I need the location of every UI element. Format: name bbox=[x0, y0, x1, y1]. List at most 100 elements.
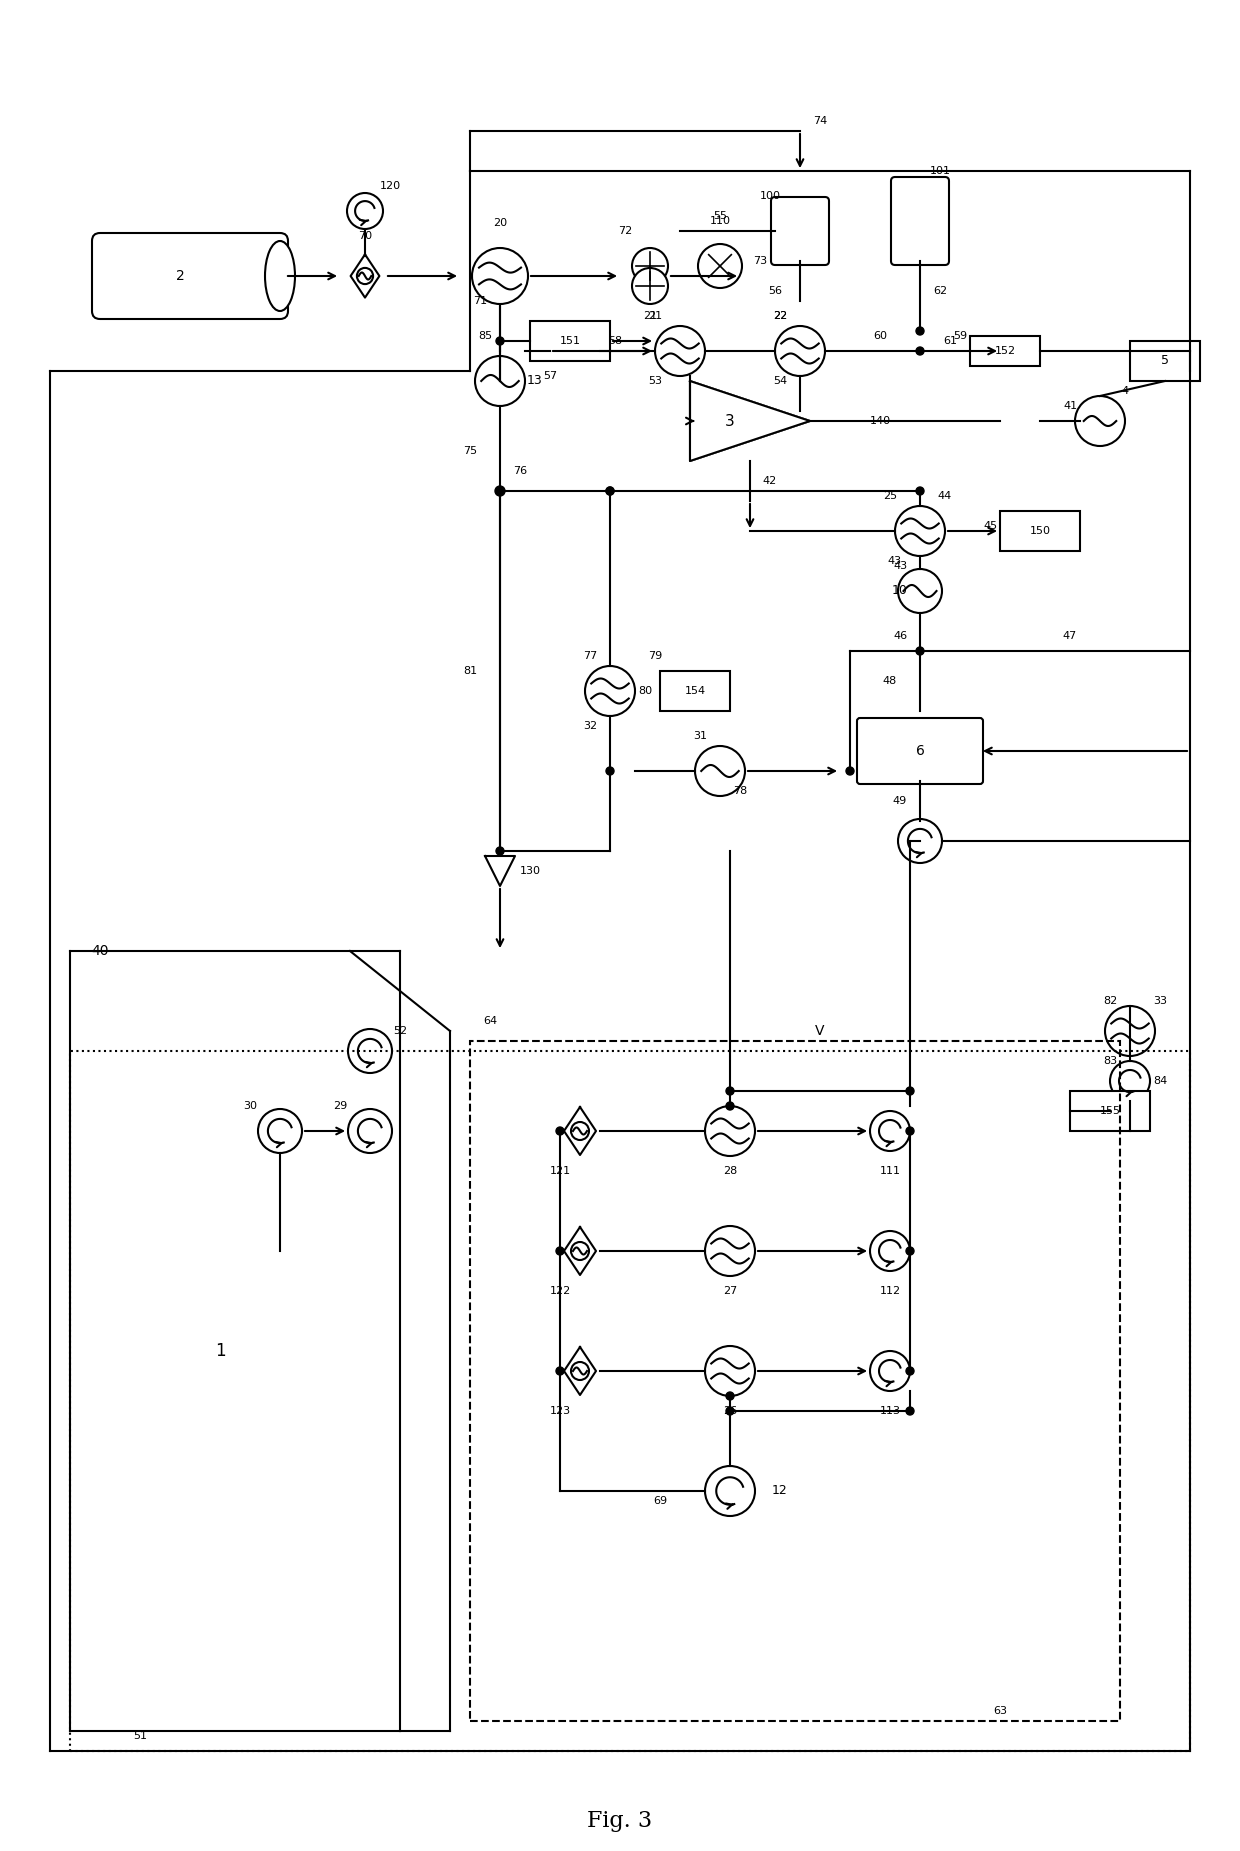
Text: 6: 6 bbox=[915, 744, 925, 759]
Circle shape bbox=[906, 1127, 914, 1135]
Text: 44: 44 bbox=[937, 491, 952, 502]
Text: 61: 61 bbox=[942, 337, 957, 346]
Text: 29: 29 bbox=[332, 1101, 347, 1111]
Text: 122: 122 bbox=[549, 1286, 570, 1296]
Text: 40: 40 bbox=[92, 944, 109, 959]
Circle shape bbox=[725, 1087, 734, 1096]
Text: 123: 123 bbox=[549, 1407, 570, 1416]
Circle shape bbox=[632, 268, 668, 304]
Circle shape bbox=[606, 766, 614, 776]
Text: 151: 151 bbox=[559, 337, 580, 346]
Text: 101: 101 bbox=[930, 167, 951, 176]
Text: 22: 22 bbox=[773, 311, 787, 320]
Text: 13: 13 bbox=[527, 374, 543, 387]
Text: 52: 52 bbox=[393, 1025, 407, 1037]
Text: 60: 60 bbox=[873, 331, 887, 341]
Text: 1: 1 bbox=[215, 1342, 226, 1360]
Text: 31: 31 bbox=[693, 731, 707, 740]
Text: 55: 55 bbox=[713, 211, 727, 220]
Text: 74: 74 bbox=[813, 117, 827, 126]
Text: 113: 113 bbox=[879, 1407, 900, 1416]
Circle shape bbox=[916, 487, 924, 494]
FancyBboxPatch shape bbox=[1070, 1090, 1149, 1131]
Text: 62: 62 bbox=[932, 287, 947, 296]
Text: 77: 77 bbox=[583, 652, 598, 661]
Text: 53: 53 bbox=[649, 376, 662, 387]
Circle shape bbox=[556, 1368, 564, 1375]
Text: 71: 71 bbox=[472, 296, 487, 305]
Text: 76: 76 bbox=[513, 466, 527, 476]
Polygon shape bbox=[485, 855, 515, 887]
Circle shape bbox=[906, 1087, 914, 1096]
Circle shape bbox=[916, 328, 924, 335]
FancyBboxPatch shape bbox=[970, 337, 1040, 366]
Text: Fig. 3: Fig. 3 bbox=[588, 1810, 652, 1832]
Text: 54: 54 bbox=[773, 376, 787, 387]
Text: 12: 12 bbox=[773, 1485, 787, 1497]
Text: 2: 2 bbox=[176, 268, 185, 283]
Circle shape bbox=[906, 1248, 914, 1255]
Text: 75: 75 bbox=[463, 446, 477, 455]
Text: 152: 152 bbox=[994, 346, 1016, 355]
Text: 25: 25 bbox=[883, 491, 897, 502]
Text: 43: 43 bbox=[893, 561, 908, 570]
Text: 100: 100 bbox=[759, 191, 780, 202]
Circle shape bbox=[725, 1407, 734, 1414]
Text: 150: 150 bbox=[1029, 526, 1050, 537]
FancyBboxPatch shape bbox=[529, 320, 610, 361]
Text: 111: 111 bbox=[879, 1166, 900, 1175]
Text: 64: 64 bbox=[482, 1016, 497, 1025]
Text: 112: 112 bbox=[879, 1286, 900, 1296]
Text: 20: 20 bbox=[494, 218, 507, 228]
Circle shape bbox=[725, 1392, 734, 1399]
Circle shape bbox=[906, 1407, 914, 1414]
Text: 70: 70 bbox=[358, 231, 372, 241]
Text: 26: 26 bbox=[723, 1407, 737, 1416]
Circle shape bbox=[496, 337, 503, 344]
Text: 78: 78 bbox=[733, 787, 748, 796]
Circle shape bbox=[606, 487, 614, 494]
Text: 120: 120 bbox=[379, 181, 401, 191]
Text: 4: 4 bbox=[1121, 387, 1128, 396]
Circle shape bbox=[906, 1368, 914, 1375]
Text: 130: 130 bbox=[520, 866, 541, 876]
Text: 121: 121 bbox=[549, 1166, 570, 1175]
Text: 59: 59 bbox=[952, 331, 967, 341]
Text: 33: 33 bbox=[1153, 996, 1167, 1005]
Text: 84: 84 bbox=[1153, 1075, 1167, 1087]
Circle shape bbox=[725, 1101, 734, 1111]
Text: 43: 43 bbox=[888, 555, 901, 566]
Text: 155: 155 bbox=[1100, 1107, 1121, 1116]
Text: V: V bbox=[815, 1024, 825, 1038]
Text: 49: 49 bbox=[893, 796, 908, 805]
Text: 28: 28 bbox=[723, 1166, 737, 1175]
Text: 48: 48 bbox=[883, 676, 897, 687]
Circle shape bbox=[916, 648, 924, 655]
Text: 51: 51 bbox=[133, 1731, 148, 1742]
Circle shape bbox=[846, 766, 854, 776]
Text: 140: 140 bbox=[869, 416, 890, 426]
Text: 5: 5 bbox=[1161, 355, 1169, 368]
FancyBboxPatch shape bbox=[92, 233, 288, 318]
FancyBboxPatch shape bbox=[1130, 341, 1200, 381]
Text: 83: 83 bbox=[1102, 1057, 1117, 1066]
Text: 3: 3 bbox=[725, 413, 735, 428]
Text: 47: 47 bbox=[1063, 631, 1078, 640]
Ellipse shape bbox=[265, 241, 295, 311]
Circle shape bbox=[495, 487, 505, 496]
Text: 154: 154 bbox=[684, 687, 706, 696]
Text: 81: 81 bbox=[463, 666, 477, 676]
Text: 32: 32 bbox=[583, 722, 598, 731]
Circle shape bbox=[556, 1248, 564, 1255]
Text: 63: 63 bbox=[993, 1707, 1007, 1716]
Text: 73: 73 bbox=[753, 255, 768, 267]
Text: 46: 46 bbox=[893, 631, 908, 640]
Text: 10: 10 bbox=[892, 585, 908, 598]
Text: 85: 85 bbox=[477, 331, 492, 341]
FancyBboxPatch shape bbox=[660, 672, 730, 711]
Text: 21: 21 bbox=[642, 311, 657, 320]
Circle shape bbox=[496, 848, 503, 855]
Text: 82: 82 bbox=[1102, 996, 1117, 1005]
Text: 30: 30 bbox=[243, 1101, 257, 1111]
Text: 57: 57 bbox=[543, 370, 557, 381]
